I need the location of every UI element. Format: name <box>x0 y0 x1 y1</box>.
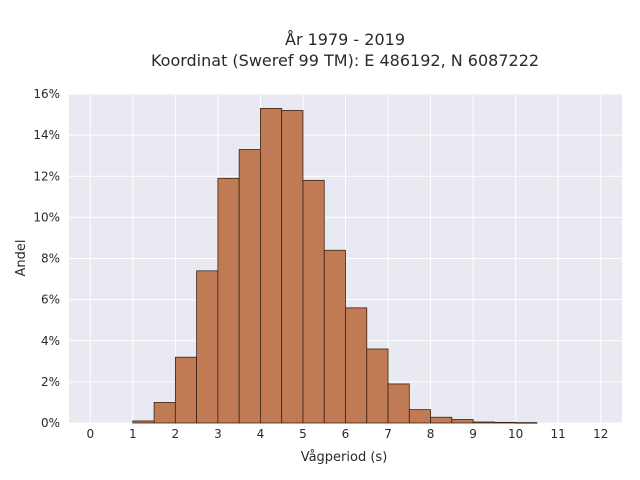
histogram-bar <box>472 421 495 424</box>
histogram-bar <box>196 270 219 424</box>
histogram-bar <box>302 179 325 424</box>
x-tick-label: 7 <box>384 427 392 441</box>
chart-title-line-1: År 1979 - 2019 <box>285 30 405 49</box>
y-axis-label: Andel <box>14 240 29 277</box>
histogram-bar <box>153 402 176 424</box>
histogram-bar <box>260 107 283 424</box>
histogram-bar <box>408 409 431 424</box>
histogram-bar <box>174 356 198 424</box>
x-tick-label: 12 <box>593 427 608 441</box>
x-tick-label: 5 <box>299 427 307 441</box>
x-tick-label: 0 <box>86 427 94 441</box>
histogram-bar <box>430 416 453 424</box>
y-tick-label: 8% <box>41 252 60 266</box>
histogram-bar <box>515 422 538 424</box>
histogram-bar <box>366 348 389 424</box>
y-tick-label: 10% <box>33 210 60 224</box>
x-tick-label: 1 <box>129 427 137 441</box>
x-tick-label: 11 <box>551 427 566 441</box>
histogram-bar <box>451 419 474 424</box>
histogram-bar <box>132 420 155 424</box>
x-tick-label: 4 <box>257 427 265 441</box>
histogram-bar <box>323 249 346 424</box>
chart-title-line-2: Koordinat (Sweref 99 TM): E 486192, N 60… <box>151 51 539 70</box>
x-tick-label: 10 <box>508 427 523 441</box>
x-tick-label: 3 <box>214 427 222 441</box>
x-tick-label: 8 <box>427 427 435 441</box>
histogram-bars <box>132 107 538 424</box>
y-tick-label: 2% <box>41 375 60 389</box>
histogram-bar <box>345 307 368 424</box>
histogram-bar <box>387 383 410 424</box>
histogram-bar <box>217 177 240 424</box>
y-axis-ticks: 0% 2% 4% 6% 8% 10% 12% 14% 16% <box>33 87 60 430</box>
histogram-bar <box>281 110 304 424</box>
y-tick-label: 12% <box>33 169 60 183</box>
y-tick-label: 4% <box>41 334 60 348</box>
y-tick-label: 14% <box>33 128 60 142</box>
y-tick-label: 16% <box>33 87 60 101</box>
x-tick-label: 6 <box>342 427 350 441</box>
histogram-bar <box>238 149 261 424</box>
x-tick-label: 9 <box>469 427 477 441</box>
y-tick-label: 0% <box>41 416 60 430</box>
histogram-bar <box>493 421 517 424</box>
x-tick-label: 2 <box>172 427 180 441</box>
y-tick-label: 6% <box>41 293 60 307</box>
x-axis-label: Vågperiod (s) <box>301 450 388 465</box>
x-axis-ticks: 0 1 2 3 4 5 6 7 8 9 10 11 12 <box>86 427 608 441</box>
